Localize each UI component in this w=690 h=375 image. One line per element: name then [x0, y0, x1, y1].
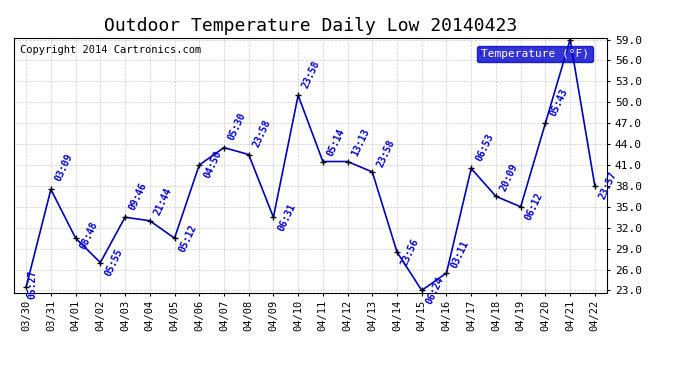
Text: 23:56: 23:56 — [400, 237, 421, 267]
Text: 20:09: 20:09 — [498, 162, 520, 193]
Title: Outdoor Temperature Daily Low 20140423: Outdoor Temperature Daily Low 20140423 — [104, 16, 517, 34]
Text: 06:24: 06:24 — [424, 275, 446, 306]
Text: 05:43: 05:43 — [548, 87, 569, 118]
Text: 05:27: 05:27 — [28, 270, 37, 300]
Text: 03:11: 03:11 — [449, 238, 471, 270]
Text: 23:57: 23:57 — [598, 170, 619, 201]
Text: 21:44: 21:44 — [152, 186, 174, 217]
Text: 06:53: 06:53 — [474, 132, 495, 163]
Text: 05:12: 05:12 — [177, 223, 199, 254]
Text: 06:31: 06:31 — [276, 202, 297, 232]
Text: 05:30: 05:30 — [226, 111, 248, 142]
Text: 03:09: 03:09 — [53, 152, 75, 182]
Text: 05:55: 05:55 — [103, 247, 124, 278]
Text: Copyright 2014 Cartronics.com: Copyright 2014 Cartronics.com — [20, 45, 201, 55]
Text: 04:50: 04:50 — [201, 150, 223, 180]
Text: 23:58: 23:58 — [251, 118, 273, 149]
Text: 13:13: 13:13 — [350, 127, 371, 158]
Text: 23:58: 23:58 — [375, 138, 396, 168]
Text: 23:58: 23:58 — [301, 59, 322, 90]
Text: 05:14: 05:14 — [326, 127, 347, 158]
Legend: Temperature (°F): Temperature (°F) — [477, 46, 593, 62]
Text: 09:46: 09:46 — [128, 181, 149, 212]
Text: 06:12: 06:12 — [523, 191, 544, 222]
Text: 08:48: 08:48 — [78, 220, 99, 251]
